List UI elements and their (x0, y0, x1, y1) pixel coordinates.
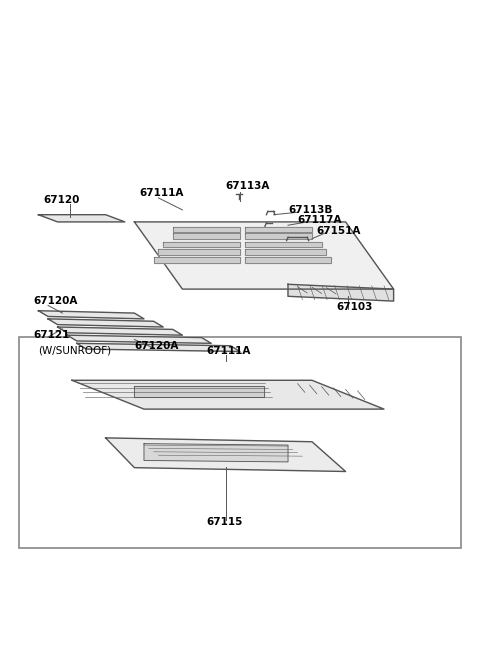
Polygon shape (173, 233, 240, 239)
Text: 67111A: 67111A (139, 187, 183, 198)
Polygon shape (173, 227, 240, 233)
Polygon shape (154, 257, 240, 263)
Text: 67151A: 67151A (317, 226, 361, 236)
Text: (W/SUNROOF): (W/SUNROOF) (38, 346, 111, 356)
Polygon shape (158, 250, 240, 255)
Polygon shape (48, 319, 163, 327)
Text: 67103: 67103 (336, 302, 372, 312)
Text: 67120: 67120 (43, 195, 80, 205)
Text: 67113B: 67113B (288, 205, 332, 215)
Polygon shape (77, 343, 240, 352)
Polygon shape (72, 381, 384, 409)
Polygon shape (38, 215, 125, 222)
Polygon shape (106, 438, 346, 472)
Polygon shape (144, 443, 288, 462)
Text: 67115: 67115 (206, 517, 243, 527)
Polygon shape (245, 227, 312, 233)
Text: 67111A: 67111A (206, 346, 251, 356)
Text: 67117A: 67117A (298, 215, 342, 225)
Polygon shape (288, 284, 394, 301)
Polygon shape (58, 327, 182, 335)
Polygon shape (134, 222, 394, 289)
Text: 67120A: 67120A (34, 297, 78, 307)
Text: 67121: 67121 (34, 330, 70, 340)
Text: 67120A: 67120A (134, 341, 179, 351)
Polygon shape (245, 242, 322, 248)
Polygon shape (163, 242, 240, 248)
Polygon shape (38, 310, 144, 319)
Polygon shape (67, 335, 211, 343)
Polygon shape (245, 250, 326, 255)
Polygon shape (245, 233, 312, 239)
Polygon shape (245, 257, 331, 263)
Polygon shape (134, 386, 264, 397)
Text: 67113A: 67113A (226, 181, 270, 191)
FancyBboxPatch shape (19, 337, 461, 548)
